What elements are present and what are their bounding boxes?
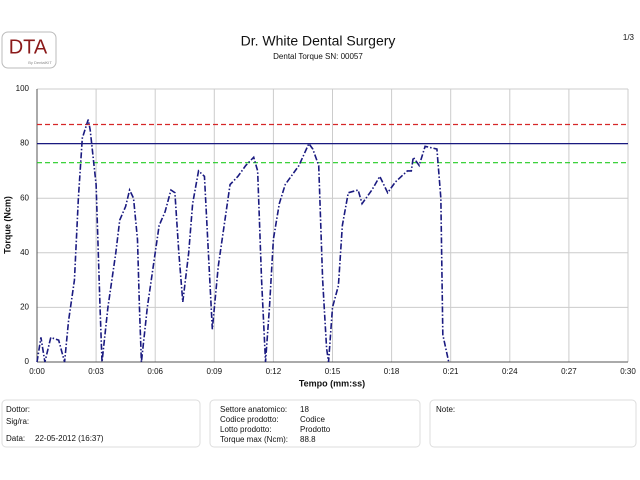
logo-box: [1, 31, 57, 69]
x-tick-label: 0:06: [147, 367, 163, 376]
x-tick-label: 0:18: [384, 367, 400, 376]
info-text: Dottor:: [6, 405, 30, 414]
info-box: [429, 399, 637, 448]
y-tick-label: 20: [20, 303, 29, 312]
x-tick-label: 0:24: [502, 367, 518, 376]
logo: DTA: [9, 36, 48, 58]
logo-sub: By DentalKIT: [28, 60, 52, 65]
info-text: Note:: [436, 405, 455, 414]
chart-subtitle: Dental Torque SN: 00057: [273, 52, 363, 61]
info-box: [1, 399, 201, 448]
x-tick-label: 0:21: [443, 367, 459, 376]
data-line: [36, 119, 450, 363]
info-text: Codice: [300, 415, 325, 424]
info-text: Prodotto: [300, 425, 331, 434]
info-text: Lotto prodotto:: [220, 425, 272, 434]
x-axis-label: Tempo (mm:ss): [299, 378, 365, 388]
info-text: Data:: [6, 434, 25, 443]
x-tick-label: 0:09: [207, 367, 223, 376]
info-text: Torque max (Ncm):: [220, 435, 288, 444]
x-tick-label: 0:30: [620, 367, 636, 376]
y-tick-label: 60: [20, 193, 29, 202]
info-text: 18: [300, 405, 309, 414]
page-number: 1/3: [623, 33, 635, 42]
y-tick-label: 0: [25, 357, 30, 366]
info-text: Sig/ra:: [6, 417, 29, 426]
info-text: Settore anatomico:: [220, 405, 287, 414]
x-tick-label: 0:00: [29, 367, 45, 376]
y-axis-label: Torque (Ncm): [2, 196, 12, 254]
x-tick-label: 0:03: [88, 367, 104, 376]
y-tick-label: 100: [16, 84, 30, 93]
x-tick-label: 0:27: [561, 367, 577, 376]
info-box: [209, 399, 421, 448]
info-text: 88.8: [300, 435, 316, 444]
x-tick-label: 0:15: [325, 367, 341, 376]
info-boxes: [1, 399, 637, 448]
y-tick-label: 80: [20, 139, 29, 148]
chart-title: Dr. White Dental Surgery: [241, 33, 396, 49]
x-tick-label: 0:12: [266, 367, 282, 376]
info-text: 22-05-2012 (16:37): [35, 434, 104, 443]
info-text: Codice prodotto:: [220, 415, 279, 424]
y-tick-label: 40: [20, 248, 29, 257]
